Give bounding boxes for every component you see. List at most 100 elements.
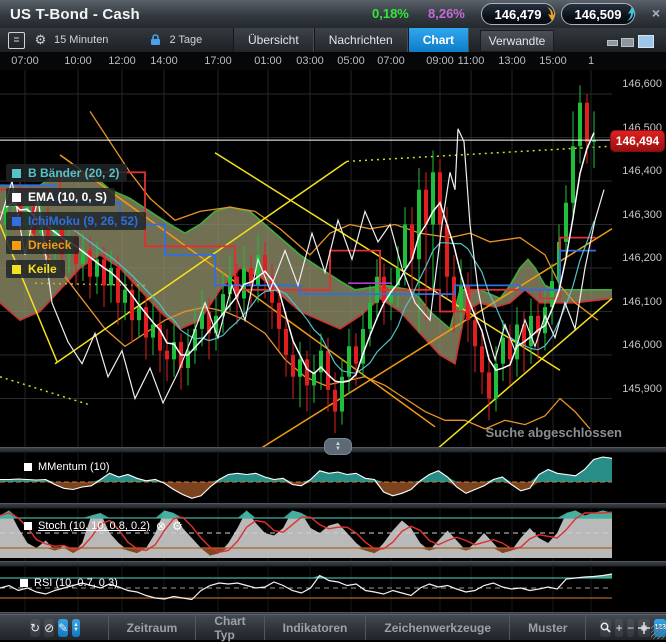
range-selector[interactable]: 2 Tage	[169, 34, 203, 46]
window-size-small-icon[interactable]	[607, 40, 618, 46]
time-tick-label: 1	[587, 55, 595, 67]
refresh-icon[interactable]: ↻	[30, 618, 41, 637]
change-percent-secondary: 8,26%	[428, 6, 465, 21]
tab-chart[interactable]: Chart	[407, 28, 470, 52]
legend-item-ichimoku[interactable]: IchiMoku (9, 26, 52)	[6, 212, 147, 230]
time-tick-label: 17:00	[204, 55, 232, 67]
tab-übersicht[interactable]: Übersicht	[233, 28, 314, 52]
remove-indicator-icon[interactable]: ⊗	[155, 519, 166, 533]
legend-item-ema[interactable]: EMA (10, 0, S)	[6, 188, 115, 206]
legend-text: IchiMoku (9, 26, 52)	[28, 214, 139, 228]
time-tick-label: 10:00	[64, 55, 92, 67]
menu-zeichenwerkzeuge[interactable]: Zeichenwerkzeuge	[366, 615, 511, 640]
indicator-swatch	[24, 522, 32, 530]
time-tick-label: 15:00	[539, 55, 567, 67]
window-size-medium-icon[interactable]	[621, 38, 634, 47]
candlestick-chart-canvas	[0, 70, 613, 447]
crosshair-icon[interactable]	[638, 618, 651, 637]
indicator-settings-gear-icon[interactable]: ⚙	[171, 519, 183, 533]
current-price-tag: 146,494	[610, 130, 665, 153]
legend-text: EMA (10, 0, S)	[28, 190, 107, 204]
legend-swatch	[12, 192, 21, 202]
splitter-up-icon: ▲	[335, 440, 341, 447]
main-chart[interactable]: B Bänder (20, 2) EMA (10, 0, S) IchiMoku (…	[0, 70, 666, 455]
zoom-search-icon[interactable]	[600, 618, 612, 637]
clear-drawings-icon[interactable]: ⊘	[44, 618, 55, 637]
momentum-label[interactable]: MMentum (10)	[24, 461, 110, 473]
bottom-toolbar: ↻ ⊘ ✎ ▲ ▼ Zeitraum Chart Typ Indikatoren Zei…	[0, 614, 666, 642]
draw-pencil-icon[interactable]: ✎	[58, 618, 69, 637]
panel-separator[interactable]	[0, 503, 666, 509]
time-tick-label: 07:00	[11, 55, 39, 67]
time-tick-label: 01:00	[254, 55, 282, 67]
updown-arrows-icon[interactable]: ▲ ▼	[72, 618, 80, 637]
tab-related[interactable]: Verwandte	[480, 30, 554, 52]
price-tick-label: 146,600	[622, 78, 662, 90]
time-tick-label: 12:00	[108, 55, 136, 67]
time-tick-label: 07:00	[377, 55, 405, 67]
momentum-label-text: MMentum (10)	[38, 461, 110, 473]
price-tick-label: 146,000	[622, 339, 662, 351]
time-axis: 07:00 10:00 12:00 14:00 17:00 01:00 03:00 05:00…	[0, 52, 666, 71]
menu-indikatoren[interactable]: Indikatoren	[265, 615, 367, 640]
time-tick-label: 13:00	[498, 55, 526, 67]
legend-item-keile[interactable]: Keile	[6, 260, 65, 278]
price-tick-label: 146,200	[622, 252, 662, 264]
legend-item-b[interactable]: B Bänder (20, 2)	[6, 164, 128, 182]
list-icon[interactable]: ≣	[8, 31, 25, 49]
page-title: US T-Bond - Cash	[10, 5, 140, 23]
rsi-label[interactable]: RSI (10, 0.7, 0.3)	[20, 577, 118, 589]
interval-selector[interactable]: 15 Minuten	[54, 34, 109, 46]
stochastic-canvas	[0, 507, 613, 561]
ask-price: 146,509	[574, 6, 622, 22]
legend-swatch	[12, 216, 21, 226]
time-tick-label: 09:00	[426, 55, 454, 67]
zoom-in-icon[interactable]: +	[615, 618, 623, 637]
legend-swatch	[12, 168, 21, 178]
menu-muster[interactable]: Muster	[510, 615, 587, 640]
stochastic-label-text: Stoch (10, 10, 0.8, 0.2)	[38, 520, 150, 532]
splitter-down-icon: ▼	[335, 445, 341, 452]
stochastic-label[interactable]: Stoch (10, 10, 0.8, 0.2) ⊗ ⚙	[24, 519, 183, 533]
change-percent-primary: 0,18%	[372, 6, 409, 21]
settings-gear-icon[interactable]: ⚙	[34, 32, 47, 47]
arrow-down-icon	[547, 7, 556, 21]
time-tick-label: 11:00	[457, 55, 485, 67]
buy-price-button[interactable]: 146,509	[561, 3, 636, 25]
tab-nachrichten[interactable]: Nachrichten	[313, 28, 408, 52]
stochastic-panel[interactable]: Stoch (10, 10, 0.8, 0.2) ⊗ ⚙	[0, 507, 666, 561]
time-tick-label: 05:00	[337, 55, 365, 67]
momentum-canvas	[0, 451, 613, 503]
rsi-canvas	[0, 565, 613, 612]
menu-zeitraum[interactable]: Zeitraum	[109, 615, 197, 640]
panel-splitter[interactable]: ▲ ▼	[324, 438, 352, 455]
legend-item-dreieck[interactable]: Dreieck	[6, 236, 80, 254]
bid-price: 146,479	[494, 6, 542, 22]
price-tick-label: 146,300	[622, 208, 662, 221]
sell-price-button[interactable]: 146,479	[481, 3, 556, 25]
price-tick-label: 145,900	[622, 382, 662, 395]
panel-separator[interactable]	[0, 561, 666, 567]
window-titlebar: US T-Bond - Cash 0,18% 8,26% 146,479 146…	[0, 0, 666, 29]
time-tick-label: 14:00	[150, 55, 178, 67]
indicator-legend: B Bänder (20, 2) EMA (10, 0, S) IchiMoku (…	[6, 164, 147, 278]
rsi-panel[interactable]: RSI (10, 0.7, 0.3)	[0, 565, 666, 612]
chart-menus: Zeitraum Chart Typ Indikatoren Zeichenwerkz…	[107, 614, 587, 642]
price-tick-label: 146,100	[622, 295, 662, 308]
legend-text: Dreieck	[28, 238, 72, 252]
legend-swatch	[12, 240, 21, 250]
zoom-out-icon[interactable]: −	[626, 618, 635, 637]
window-size-large-icon[interactable]	[638, 35, 654, 48]
tab-bar: Übersicht Nachrichten Chart	[233, 28, 470, 52]
time-tick-label: 03:00	[296, 55, 324, 67]
menu-chart-typ[interactable]: Chart Typ	[196, 614, 265, 642]
legend-text: B Bänder (20, 2)	[28, 166, 120, 180]
indicator-swatch	[20, 579, 28, 587]
rsi-label-text: RSI (10, 0.7, 0.3)	[34, 577, 118, 589]
lock-icon[interactable]	[148, 33, 163, 48]
close-icon[interactable]: ×	[651, 5, 660, 21]
resize-grip-icon[interactable]	[651, 625, 665, 639]
arrow-up-icon	[627, 7, 636, 21]
indicator-swatch	[24, 463, 32, 471]
momentum-panel[interactable]: MMentum (10)	[0, 451, 666, 503]
